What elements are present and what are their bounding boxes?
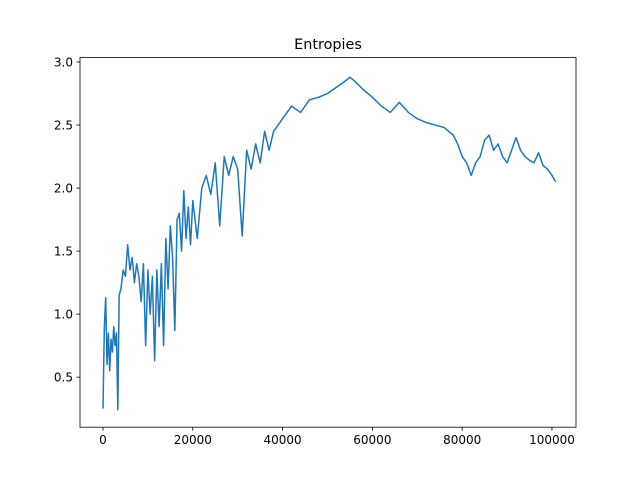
y-tick-label: 3.0 xyxy=(54,56,73,70)
x-tick-label: 40000 xyxy=(263,433,301,447)
x-tick-label: 60000 xyxy=(353,433,391,447)
x-tick-label: 20000 xyxy=(174,433,212,447)
x-tick-label: 0 xyxy=(99,433,107,447)
line xyxy=(102,76,557,411)
plot-frame xyxy=(79,57,577,428)
y-tick-label: 0.5 xyxy=(54,371,73,385)
x-tick-label: 100000 xyxy=(529,433,575,447)
y-tick-label: 1.0 xyxy=(54,308,73,322)
chart-title: Entropies xyxy=(294,37,362,53)
y-tick-label: 2.5 xyxy=(54,119,73,133)
y-tick-label: 1.5 xyxy=(54,245,73,259)
x-tick-label: 80000 xyxy=(443,433,481,447)
y-tick-label: 2.0 xyxy=(54,182,73,196)
